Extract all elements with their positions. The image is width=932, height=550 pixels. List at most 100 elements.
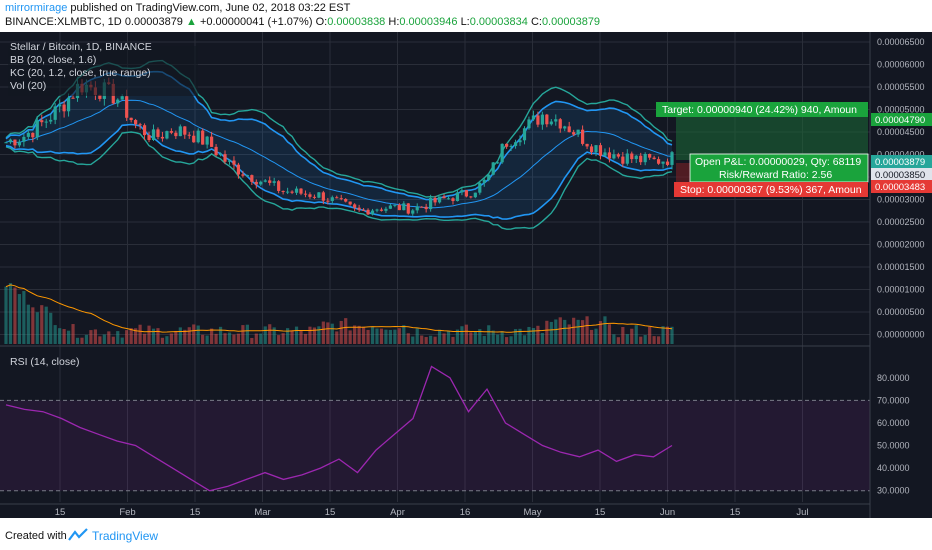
- rsi-line: [5, 365, 673, 492]
- volume-bar: [125, 330, 129, 344]
- candle-body: [397, 204, 401, 211]
- candle-body: [402, 203, 406, 211]
- candle-body: [482, 179, 486, 183]
- volume-bar: [513, 329, 518, 344]
- target-zone: [676, 110, 868, 160]
- time-tick-label: Jun: [660, 507, 675, 518]
- time-tick-label: Mar: [254, 507, 270, 518]
- candle-body: [420, 206, 424, 208]
- candle-body: [665, 161, 670, 165]
- volume-bar: [558, 317, 562, 344]
- candle-body: [254, 181, 258, 185]
- candle-body: [487, 174, 491, 180]
- bb-lower-line: [5, 123, 673, 220]
- tradingview-brand[interactable]: TradingView: [92, 529, 159, 543]
- volume-bar: [330, 323, 334, 344]
- badge-stop: 0.00003483: [875, 182, 925, 193]
- volume-bar: [442, 333, 446, 344]
- volume-bar: [630, 328, 634, 344]
- volume-bar: [393, 329, 397, 344]
- volume-bar: [58, 328, 62, 344]
- candle-body: [53, 106, 57, 120]
- volume-bar: [661, 326, 665, 344]
- candle-body: [263, 180, 267, 182]
- volume-bar: [4, 286, 8, 344]
- pnl-box: [689, 153, 869, 183]
- candle-body: [192, 135, 196, 143]
- candle-body: [437, 196, 442, 203]
- low-label: L:: [460, 16, 470, 28]
- volume-bar: [455, 329, 460, 344]
- volume-bar: [639, 336, 643, 344]
- volume-bar: [160, 337, 165, 344]
- volume-bar: [460, 326, 464, 344]
- candle-body: [174, 132, 178, 137]
- candle-body: [227, 160, 232, 162]
- volume-bar: [223, 333, 227, 344]
- candle-body: [455, 192, 460, 202]
- volume-bar: [75, 337, 80, 344]
- candle-body: [13, 139, 17, 146]
- volume-bar: [294, 326, 299, 344]
- volume-bar: [22, 291, 26, 344]
- volume-bar: [107, 331, 111, 344]
- candle-body: [232, 160, 236, 165]
- candle-body: [545, 114, 549, 125]
- candles: [4, 76, 674, 216]
- target-label-bg: [656, 102, 868, 117]
- rsi-tick-label: 30.0000: [877, 486, 910, 496]
- candle-body: [518, 140, 522, 143]
- price-tick-label: 0.00006500: [877, 37, 925, 47]
- rsi-tick-label: 80.0000: [877, 373, 910, 383]
- candle-body: [361, 209, 366, 211]
- candle-body: [500, 143, 504, 163]
- chart-area[interactable]: Target: 0.00000940 (24.42%) 940, Amoun O…: [0, 32, 932, 518]
- volume-bar: [156, 328, 160, 344]
- legend-vol: Vol (20): [10, 80, 46, 92]
- legend-rsi: RSI (14, close): [10, 356, 79, 368]
- candle-body: [527, 119, 531, 129]
- up-arrow-icon: ▲: [186, 16, 197, 28]
- candle-body: [22, 136, 26, 142]
- volume-bar: [129, 328, 133, 344]
- time-tick-label: 15: [325, 507, 336, 518]
- grid: [0, 32, 870, 502]
- candle-body: [598, 145, 603, 156]
- candle-body: [156, 129, 160, 137]
- candle-body: [630, 153, 634, 160]
- candle-body: [505, 143, 509, 147]
- author-link[interactable]: mirrormirage: [5, 2, 68, 14]
- candle-body: [196, 130, 200, 143]
- volume-bar: [643, 335, 647, 344]
- volume-bar: [250, 337, 254, 344]
- candle-body: [357, 207, 361, 210]
- price-tick-label: 0.00006000: [877, 60, 925, 70]
- badge-entry: 0.00003850: [875, 170, 925, 181]
- volume-bars: [4, 283, 674, 344]
- volume-bar: [98, 336, 102, 344]
- candle-body: [429, 197, 433, 210]
- volume-bar: [326, 322, 330, 344]
- volume-bar: [518, 328, 522, 344]
- position-tool[interactable]: Target: 0.00000940 (24.42%) 940, Amoun O…: [656, 102, 869, 197]
- time-tick-label: 15: [55, 507, 66, 518]
- candle-body: [656, 159, 661, 164]
- time-tick-label: Apr: [390, 507, 405, 518]
- volume-bar: [218, 326, 223, 344]
- volume-bar: [589, 329, 594, 344]
- candle-body: [652, 157, 656, 160]
- time-tick-label: 15: [190, 507, 201, 518]
- high-value: 0.00003946: [399, 16, 458, 28]
- candle-body: [473, 192, 477, 198]
- symbol-label: BINANCE:XLMBTC, 1D: [5, 16, 122, 28]
- volume-bar: [656, 336, 661, 344]
- candle-body: [321, 192, 325, 201]
- volume-bar: [44, 306, 48, 344]
- chart-svg[interactable]: Target: 0.00000940 (24.42%) 940, Amoun O…: [0, 32, 932, 518]
- volume-bar: [616, 337, 620, 344]
- candle-body: [616, 154, 620, 157]
- candle-body: [241, 174, 245, 176]
- rsi-tick-label: 60.0000: [877, 418, 910, 428]
- candle-body: [250, 175, 254, 182]
- volume-bar: [420, 335, 424, 344]
